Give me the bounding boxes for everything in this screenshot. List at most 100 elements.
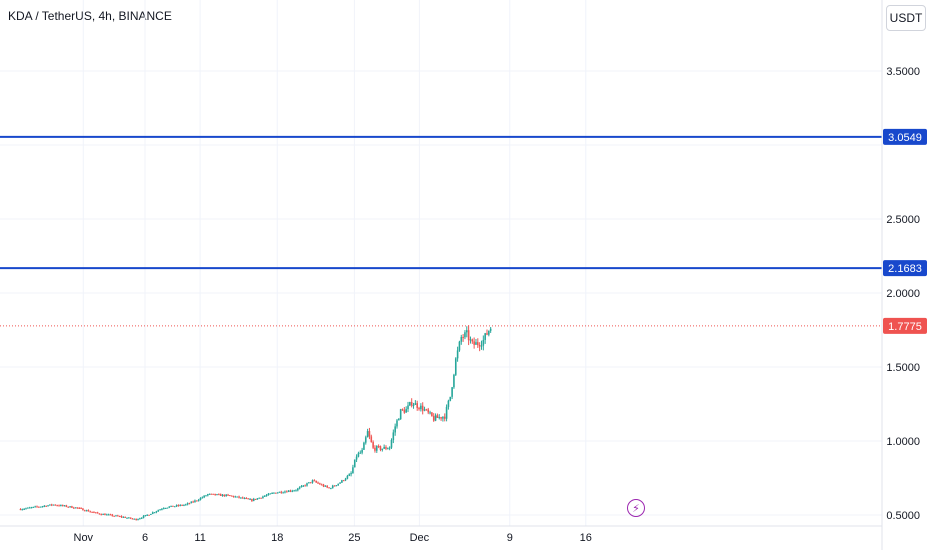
candle-body bbox=[166, 507, 169, 509]
candle-body bbox=[263, 495, 266, 497]
candle-body bbox=[61, 505, 64, 507]
lightning-bolt-icon[interactable]: ⚡ bbox=[627, 499, 645, 517]
candle-body bbox=[460, 336, 463, 342]
y-tick-label: 1.0000 bbox=[886, 436, 920, 448]
candle-body bbox=[324, 485, 327, 487]
y-tick-label: 2.0000 bbox=[886, 288, 920, 300]
candle-body bbox=[208, 493, 211, 495]
candle-body bbox=[304, 485, 306, 487]
candle-body bbox=[72, 507, 75, 509]
candle-body bbox=[234, 496, 237, 498]
candle-body bbox=[96, 512, 99, 514]
candle-body bbox=[238, 496, 240, 498]
candle-body bbox=[52, 504, 55, 506]
candle-body bbox=[188, 503, 191, 505]
candle-body bbox=[196, 500, 198, 502]
candle-body bbox=[78, 507, 81, 509]
candle-body bbox=[131, 518, 134, 520]
x-tick-label: 9 bbox=[507, 532, 513, 544]
candle-body bbox=[399, 409, 402, 420]
candle-body bbox=[214, 493, 216, 495]
candle-body bbox=[471, 339, 474, 342]
candle-body bbox=[170, 505, 172, 507]
candle-body bbox=[183, 504, 185, 506]
candle-body bbox=[416, 403, 418, 408]
candle-body bbox=[341, 480, 343, 483]
candle-body bbox=[249, 499, 251, 501]
candle-body bbox=[482, 339, 485, 346]
candle-body bbox=[309, 482, 312, 484]
candle-body bbox=[32, 506, 35, 508]
candle-body bbox=[434, 415, 437, 421]
candle-body bbox=[60, 505, 62, 507]
candle-body bbox=[207, 494, 209, 496]
candle-body bbox=[339, 482, 341, 484]
candle-body bbox=[293, 490, 295, 492]
candle-body bbox=[28, 507, 31, 509]
candle-body bbox=[179, 504, 182, 506]
candle-body bbox=[456, 350, 459, 359]
candle-body bbox=[342, 480, 345, 482]
candle-body bbox=[128, 517, 130, 519]
candle-body bbox=[464, 332, 466, 338]
candle-body bbox=[489, 328, 492, 331]
candle-body bbox=[315, 480, 317, 483]
y-tick-label: 0.5000 bbox=[886, 510, 920, 522]
candle-body bbox=[390, 439, 393, 448]
candle-body bbox=[36, 506, 38, 508]
candle-body bbox=[41, 506, 44, 508]
candle-body bbox=[184, 504, 187, 506]
candle-body bbox=[379, 446, 382, 450]
candle-body bbox=[91, 511, 93, 513]
candle-body bbox=[423, 409, 426, 411]
candle-body bbox=[146, 514, 149, 516]
candle-body bbox=[453, 374, 455, 388]
candle-body bbox=[469, 339, 472, 341]
candle-body bbox=[478, 345, 481, 347]
candle-body bbox=[118, 516, 121, 518]
candle-body bbox=[172, 505, 174, 507]
candle-body bbox=[274, 492, 277, 494]
candle-body bbox=[197, 499, 200, 501]
candle-body bbox=[407, 405, 409, 410]
grid bbox=[0, 0, 882, 526]
candle-body bbox=[308, 482, 310, 484]
candle-body bbox=[346, 475, 349, 479]
candle-body bbox=[313, 480, 316, 482]
candle-body bbox=[359, 452, 362, 454]
candle-body bbox=[194, 500, 196, 502]
candle-body bbox=[65, 505, 68, 507]
candle-body bbox=[467, 330, 470, 341]
candle-body bbox=[27, 507, 29, 509]
candle-body bbox=[219, 494, 222, 496]
candle-body bbox=[58, 505, 60, 507]
candle-body bbox=[370, 436, 373, 443]
candle-body bbox=[383, 447, 385, 449]
candle-body bbox=[295, 490, 297, 492]
candle-body bbox=[488, 330, 490, 335]
candle-body bbox=[431, 412, 433, 417]
candle-body bbox=[333, 485, 336, 487]
candle-body bbox=[319, 483, 321, 485]
currency-button[interactable]: USDT bbox=[886, 5, 926, 31]
candle-body bbox=[19, 509, 22, 511]
candle-body bbox=[30, 507, 33, 509]
x-tick-label: Nov bbox=[74, 532, 94, 544]
candle-body bbox=[465, 330, 468, 333]
candle-body bbox=[335, 485, 338, 487]
candle-body bbox=[398, 419, 400, 421]
candle-body bbox=[74, 507, 77, 509]
candle-body bbox=[285, 491, 288, 493]
x-tick-label: 25 bbox=[348, 532, 360, 544]
candle-body bbox=[372, 442, 374, 448]
candle-body bbox=[225, 494, 227, 497]
candle-body bbox=[175, 505, 178, 507]
candle-body bbox=[480, 345, 483, 347]
candle-body bbox=[425, 409, 428, 411]
candle-body bbox=[442, 416, 444, 419]
candle-body bbox=[56, 505, 59, 507]
candle-body bbox=[162, 508, 165, 510]
candle-body bbox=[150, 513, 152, 515]
candle-body bbox=[331, 485, 334, 489]
